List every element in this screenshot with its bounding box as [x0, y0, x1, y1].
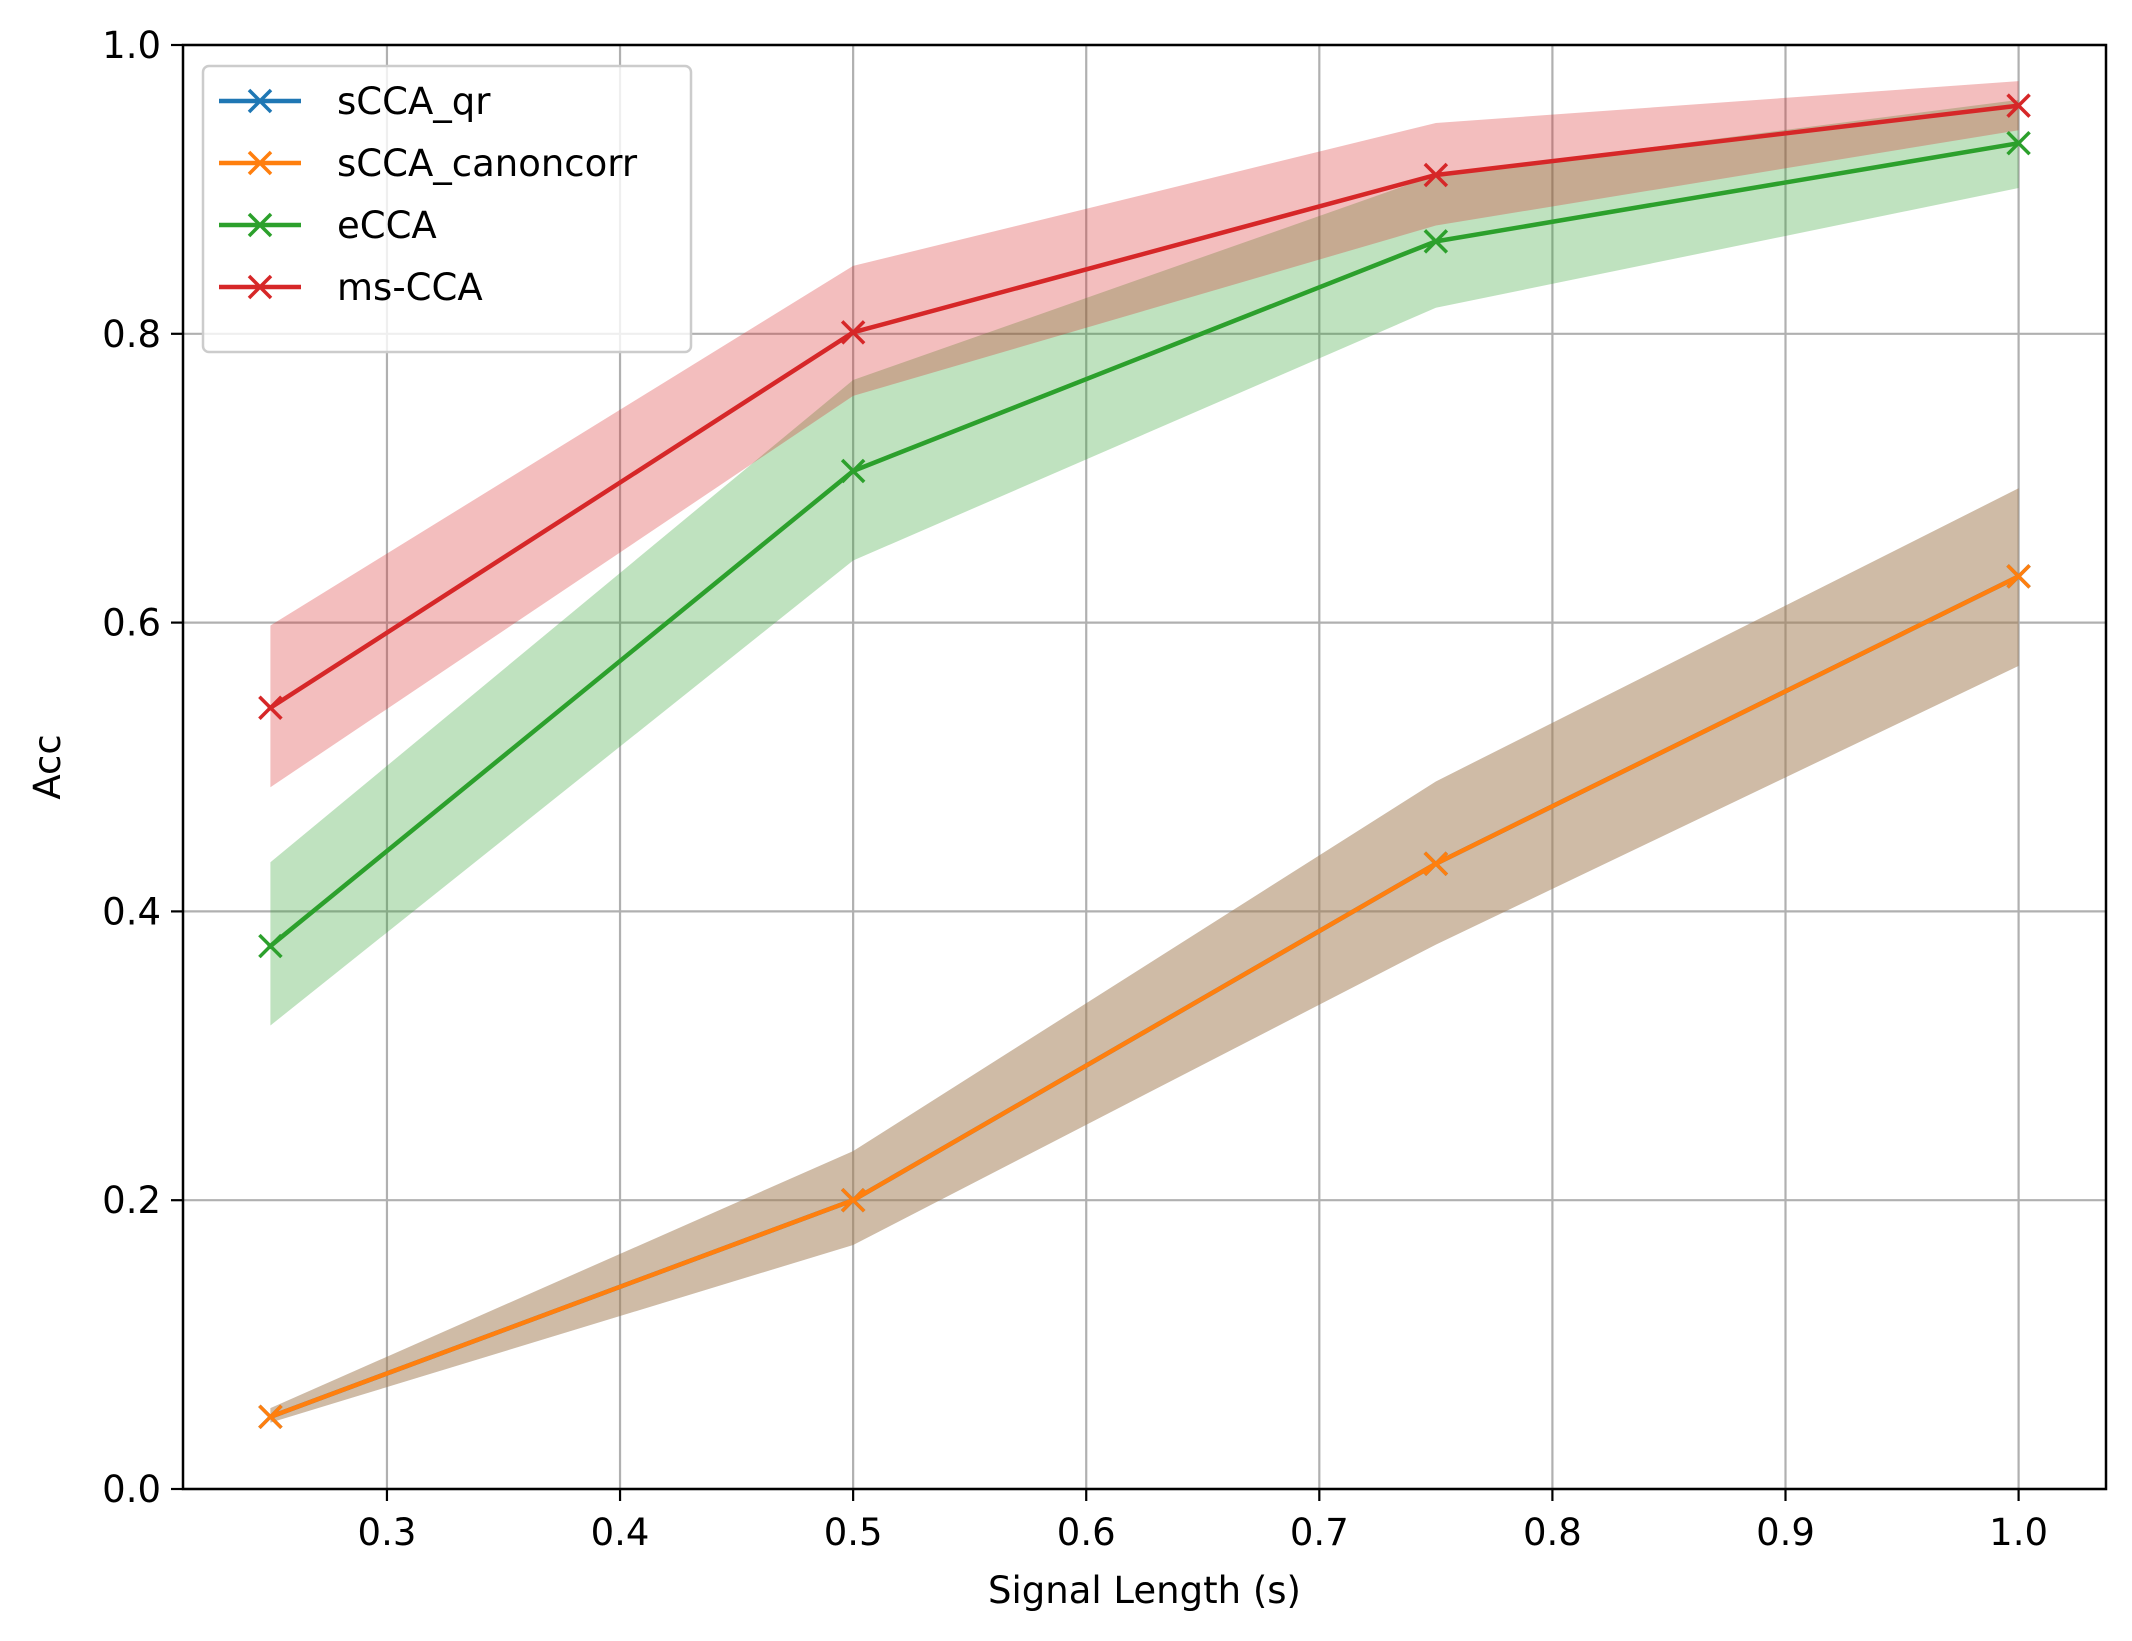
marker-scca-canoncorr-3 — [2006, 564, 2031, 589]
band-scca-qr — [270, 488, 2019, 1423]
x-tick-label-0-8: 0.8 — [1523, 1511, 1582, 1554]
legend-marker-stroke — [247, 212, 273, 238]
marker-stroke — [2006, 564, 2031, 589]
legend-label-ms-cca: ms-CCA — [337, 266, 483, 309]
marker-scca-canoncorr-0 — [258, 1404, 283, 1430]
marker-stroke — [258, 1404, 283, 1430]
marker-stroke — [1423, 229, 1449, 254]
axes — [171, 43, 2108, 1501]
marker-stroke — [840, 320, 866, 345]
marker-stroke — [840, 1187, 866, 1213]
legend-label-ecca: eCCA — [337, 204, 437, 247]
x-tick-label-0-4: 0.4 — [591, 1511, 650, 1554]
marker-ecca-0 — [258, 933, 283, 959]
marker-stroke — [1423, 162, 1449, 188]
confidence-bands — [270, 81, 2019, 1423]
legend-marker-stroke — [247, 150, 273, 176]
marker-ms-cca-3 — [2006, 93, 2031, 118]
y-tick-label-0-8: 0.8 — [102, 313, 161, 356]
y-tick-label-0-0: 0.0 — [102, 1468, 161, 1511]
legend-label-scca-qr: sCCA_qr — [337, 80, 491, 123]
marker-stroke — [258, 933, 283, 959]
marker-ms-cca-1 — [840, 320, 866, 345]
x-tick-label-1-0: 1.0 — [1989, 1511, 2048, 1554]
legend-box — [201, 64, 693, 354]
marker-ms-cca-0 — [258, 695, 283, 721]
x-tick-label-0-5: 0.5 — [824, 1511, 883, 1554]
marker-stroke — [258, 695, 283, 721]
legend-item-scca-qr: sCCA_qr — [219, 80, 491, 123]
series-scca-canoncorr — [258, 564, 2031, 1430]
legend-marker-stroke — [247, 274, 273, 300]
marker-stroke — [2006, 93, 2031, 118]
y-tick-label-1-0: 1.0 — [102, 24, 161, 67]
legend: sCCA_qr sCCA_canoncorr eCCA ms-CCA — [201, 64, 693, 354]
series-ms-cca — [258, 93, 2031, 721]
plot-frame — [181, 43, 2108, 1491]
band-scca-canoncorr — [270, 488, 2019, 1423]
marker-scca-canoncorr-1 — [840, 1187, 866, 1213]
marker-ms-cca-2 — [1423, 162, 1449, 188]
legend-item-ecca: eCCA — [219, 204, 437, 247]
x-tick-label-0-9: 0.9 — [1756, 1511, 1815, 1554]
tick-labels: 0.3 0.4 0.5 0.6 0.7 0.8 0.9 1.0 0.0 0.2 0.4 0.6 0.8 1… — [102, 24, 2048, 1554]
legend-item-scca-canoncorr: sCCA_canoncorr — [219, 142, 638, 185]
y-tick-label-0-4: 0.4 — [102, 890, 161, 933]
marker-stroke — [840, 458, 866, 484]
marker-scca-canoncorr-2 — [1423, 851, 1449, 876]
x-tick-label-0-3: 0.3 — [358, 1511, 417, 1554]
line-scca-canoncorr — [267, 573, 2022, 1420]
y-axis-label: Acc — [26, 734, 69, 799]
line-ms-cca — [267, 103, 2022, 711]
marker-stroke — [2006, 130, 2031, 156]
marker-ecca-3 — [2006, 130, 2031, 156]
series-lines — [258, 93, 2031, 1430]
x-tick-label-0-6: 0.6 — [1057, 1511, 1116, 1554]
band-ms-cca — [270, 81, 2019, 788]
legend-label-scca-canoncorr: sCCA_canoncorr — [337, 142, 638, 185]
y-tick-label-0-2: 0.2 — [102, 1179, 161, 1222]
x-tick-label-0-7: 0.7 — [1290, 1511, 1349, 1554]
y-tick-label-0-6: 0.6 — [102, 602, 161, 645]
x-axis-label: Signal Length (s) — [988, 1569, 1301, 1612]
legend-item-ms-cca: ms-CCA — [219, 266, 483, 309]
band-ecca — [270, 99, 2019, 1026]
legend-marker-stroke — [247, 88, 273, 114]
marker-ecca-1 — [840, 458, 866, 484]
series-ecca — [258, 130, 2031, 959]
marker-ecca-2 — [1423, 229, 1449, 254]
marker-stroke — [1423, 851, 1449, 876]
line-ecca — [267, 140, 2022, 950]
